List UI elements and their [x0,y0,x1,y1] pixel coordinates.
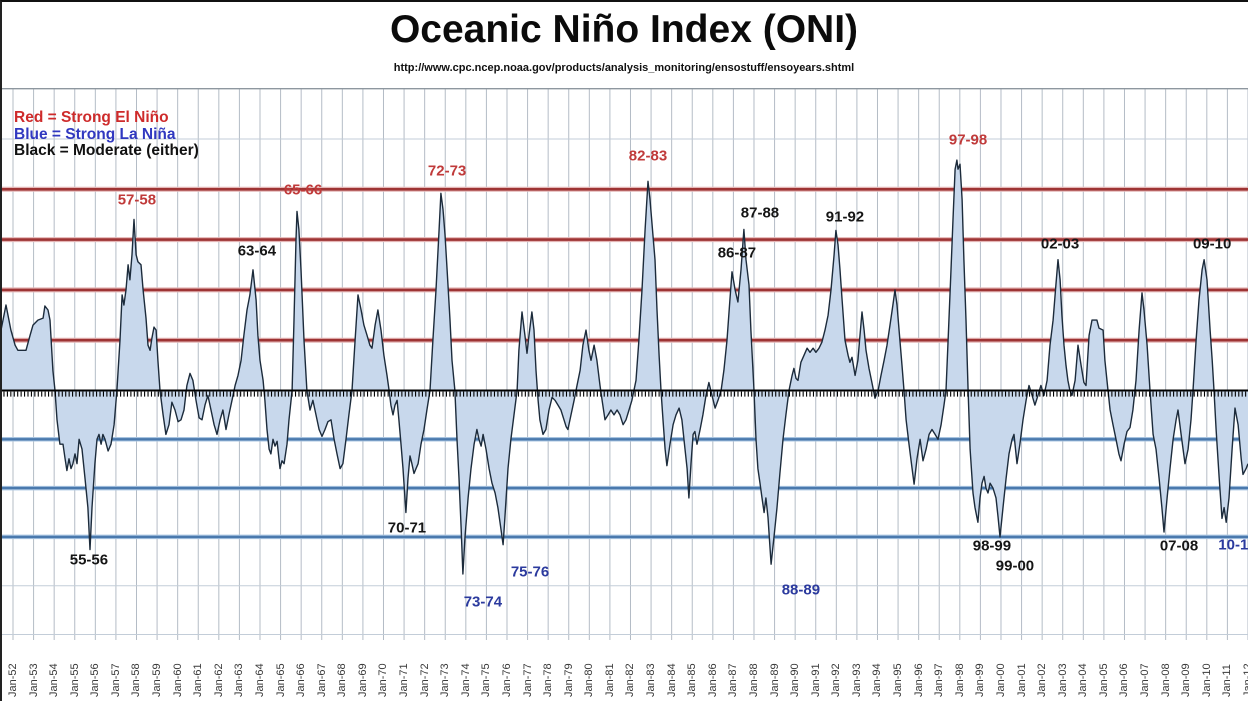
x-tick-label: Jan-52 [7,663,19,697]
x-tick-label: Jan-65 [274,663,287,697]
event-label-72-73: 72-73 [427,162,467,180]
x-tick-label: Jan-81 [603,663,616,697]
x-tick-label: Jan-74 [459,663,472,697]
event-label-10-11: 10-11 [1218,536,1248,554]
event-label-88-89: 88-89 [781,581,821,599]
x-tick-label: Jan-60 [171,663,184,697]
event-label-82-83: 82-83 [628,147,668,165]
event-label-55-56: 55-56 [69,551,109,569]
event-label-73-74: 73-74 [463,593,503,611]
x-tick-label: Jan-67 [315,663,328,697]
x-tick-label: Jan-95 [892,663,905,697]
x-tick-label: Jan-53 [27,663,40,697]
x-tick-label: Jan-98 [953,663,966,697]
x-tick-label: Jan-70 [377,663,390,697]
x-tick-label: Jan-76 [500,663,513,697]
legend-strong-el-nino: Red = Strong El Niño [14,109,169,126]
event-label-02-03: 02-03 [1040,235,1080,253]
event-label-57-58: 57-58 [117,191,157,209]
x-tick-label: Jan-88 [747,663,760,697]
event-label-75-76: 75-76 [510,563,550,581]
x-tick-label: Jan-78 [542,663,555,697]
x-tick-label: Jan-58 [130,663,143,697]
x-tick-label: Jan-75 [480,663,493,697]
x-tick-label: Jan-93 [850,663,863,697]
event-label-63-64: 63-64 [237,242,277,260]
event-label-07-08: 07-08 [1159,537,1199,555]
event-label-65-66: 65-66 [283,181,323,199]
x-tick-label: Jan-62 [212,663,225,697]
x-tick-label: Jan-11 [1221,664,1234,697]
x-tick-label: Jan-99 [974,663,987,697]
oni-area-fill [0,160,1248,574]
x-tick-label: Jan-10 [1200,663,1213,697]
x-tick-label: Jan-56 [89,663,102,697]
x-tick-label: Jan-90 [789,663,802,697]
x-tick-label: Jan-03 [1056,663,1069,697]
x-tick-label: Jan-06 [1118,663,1131,697]
x-tick-label: Jan-63 [233,663,246,697]
x-tick-label: Jan-69 [356,663,369,697]
event-label-70-71: 70-71 [387,519,427,537]
x-tick-label: Jan-86 [706,663,719,697]
x-tick-label: Jan-92 [830,663,843,697]
x-tick-label: Jan-68 [336,663,349,697]
x-tick-label: Jan-08 [1159,663,1172,697]
x-tick-label: Jan-72 [418,663,431,697]
x-tick-label: Jan-07 [1139,663,1152,697]
x-tick-label: Jan-80 [583,663,596,697]
x-tick-label: Jan-71 [398,663,411,697]
x-tick-label: Jan-05 [1097,663,1110,697]
x-tick-label: Jan-77 [521,663,534,697]
x-tick-label: Jan-87 [727,663,740,697]
x-tick-label: Jan-79 [562,663,575,697]
x-tick-label: Jan-66 [295,663,308,697]
event-label-91-92: 91-92 [825,208,865,226]
x-tick-label: Jan-85 [686,663,699,697]
x-tick-label: Jan-89 [768,663,781,697]
x-tick-label: Jan-91 [809,663,822,697]
event-label-97-98: 97-98 [948,131,988,149]
x-tick-label: Jan-61 [192,663,205,697]
x-tick-label: Jan-04 [1077,663,1090,697]
oni-curve-line [0,159,1248,575]
x-tick-label: Jan-96 [912,663,925,697]
x-tick-label: Jan-01 [1015,663,1028,697]
x-tick-label: Jan-57 [109,663,122,697]
page-title: Oceanic Niño Index (ONI) [389,8,859,51]
x-tick-label: Jan-82 [624,663,637,697]
x-tick-label: Jan-97 [933,663,946,697]
x-tick-label: Jan-12 [1241,663,1248,697]
legend-moderate: Black = Moderate (either) [14,142,199,159]
x-tick-label: Jan-00 [994,663,1007,697]
x-tick-label: Jan-64 [253,663,266,697]
x-tick-label: Jan-83 [645,663,658,697]
x-tick-label: Jan-54 [48,663,61,697]
x-tick-label: Jan-73 [439,663,452,697]
legend-strong-la-nina: Blue = Strong La Niña [14,125,176,143]
x-tick-label: Jan-55 [68,663,81,697]
event-label-09-10: 09-10 [1192,235,1232,253]
source-url: http://www.cpc.ncep.noaa.gov/products/an… [393,62,855,74]
event-label-86-87: 86-87 [717,244,757,262]
x-tick-label: Jan-59 [151,663,164,697]
x-tick-label: Jan-84 [665,663,678,697]
x-tick-label: Jan-09 [1180,663,1193,697]
legend: Red = Strong El Niño Blue = Strong La Ni… [14,109,199,160]
event-label-87-88: 87-88 [740,204,780,222]
event-label-98-99: 98-99 [972,537,1012,555]
x-tick-label: Jan-02 [1036,663,1049,697]
event-label-99-00: 99-00 [995,557,1035,575]
x-tick-label: Jan-94 [871,663,884,697]
